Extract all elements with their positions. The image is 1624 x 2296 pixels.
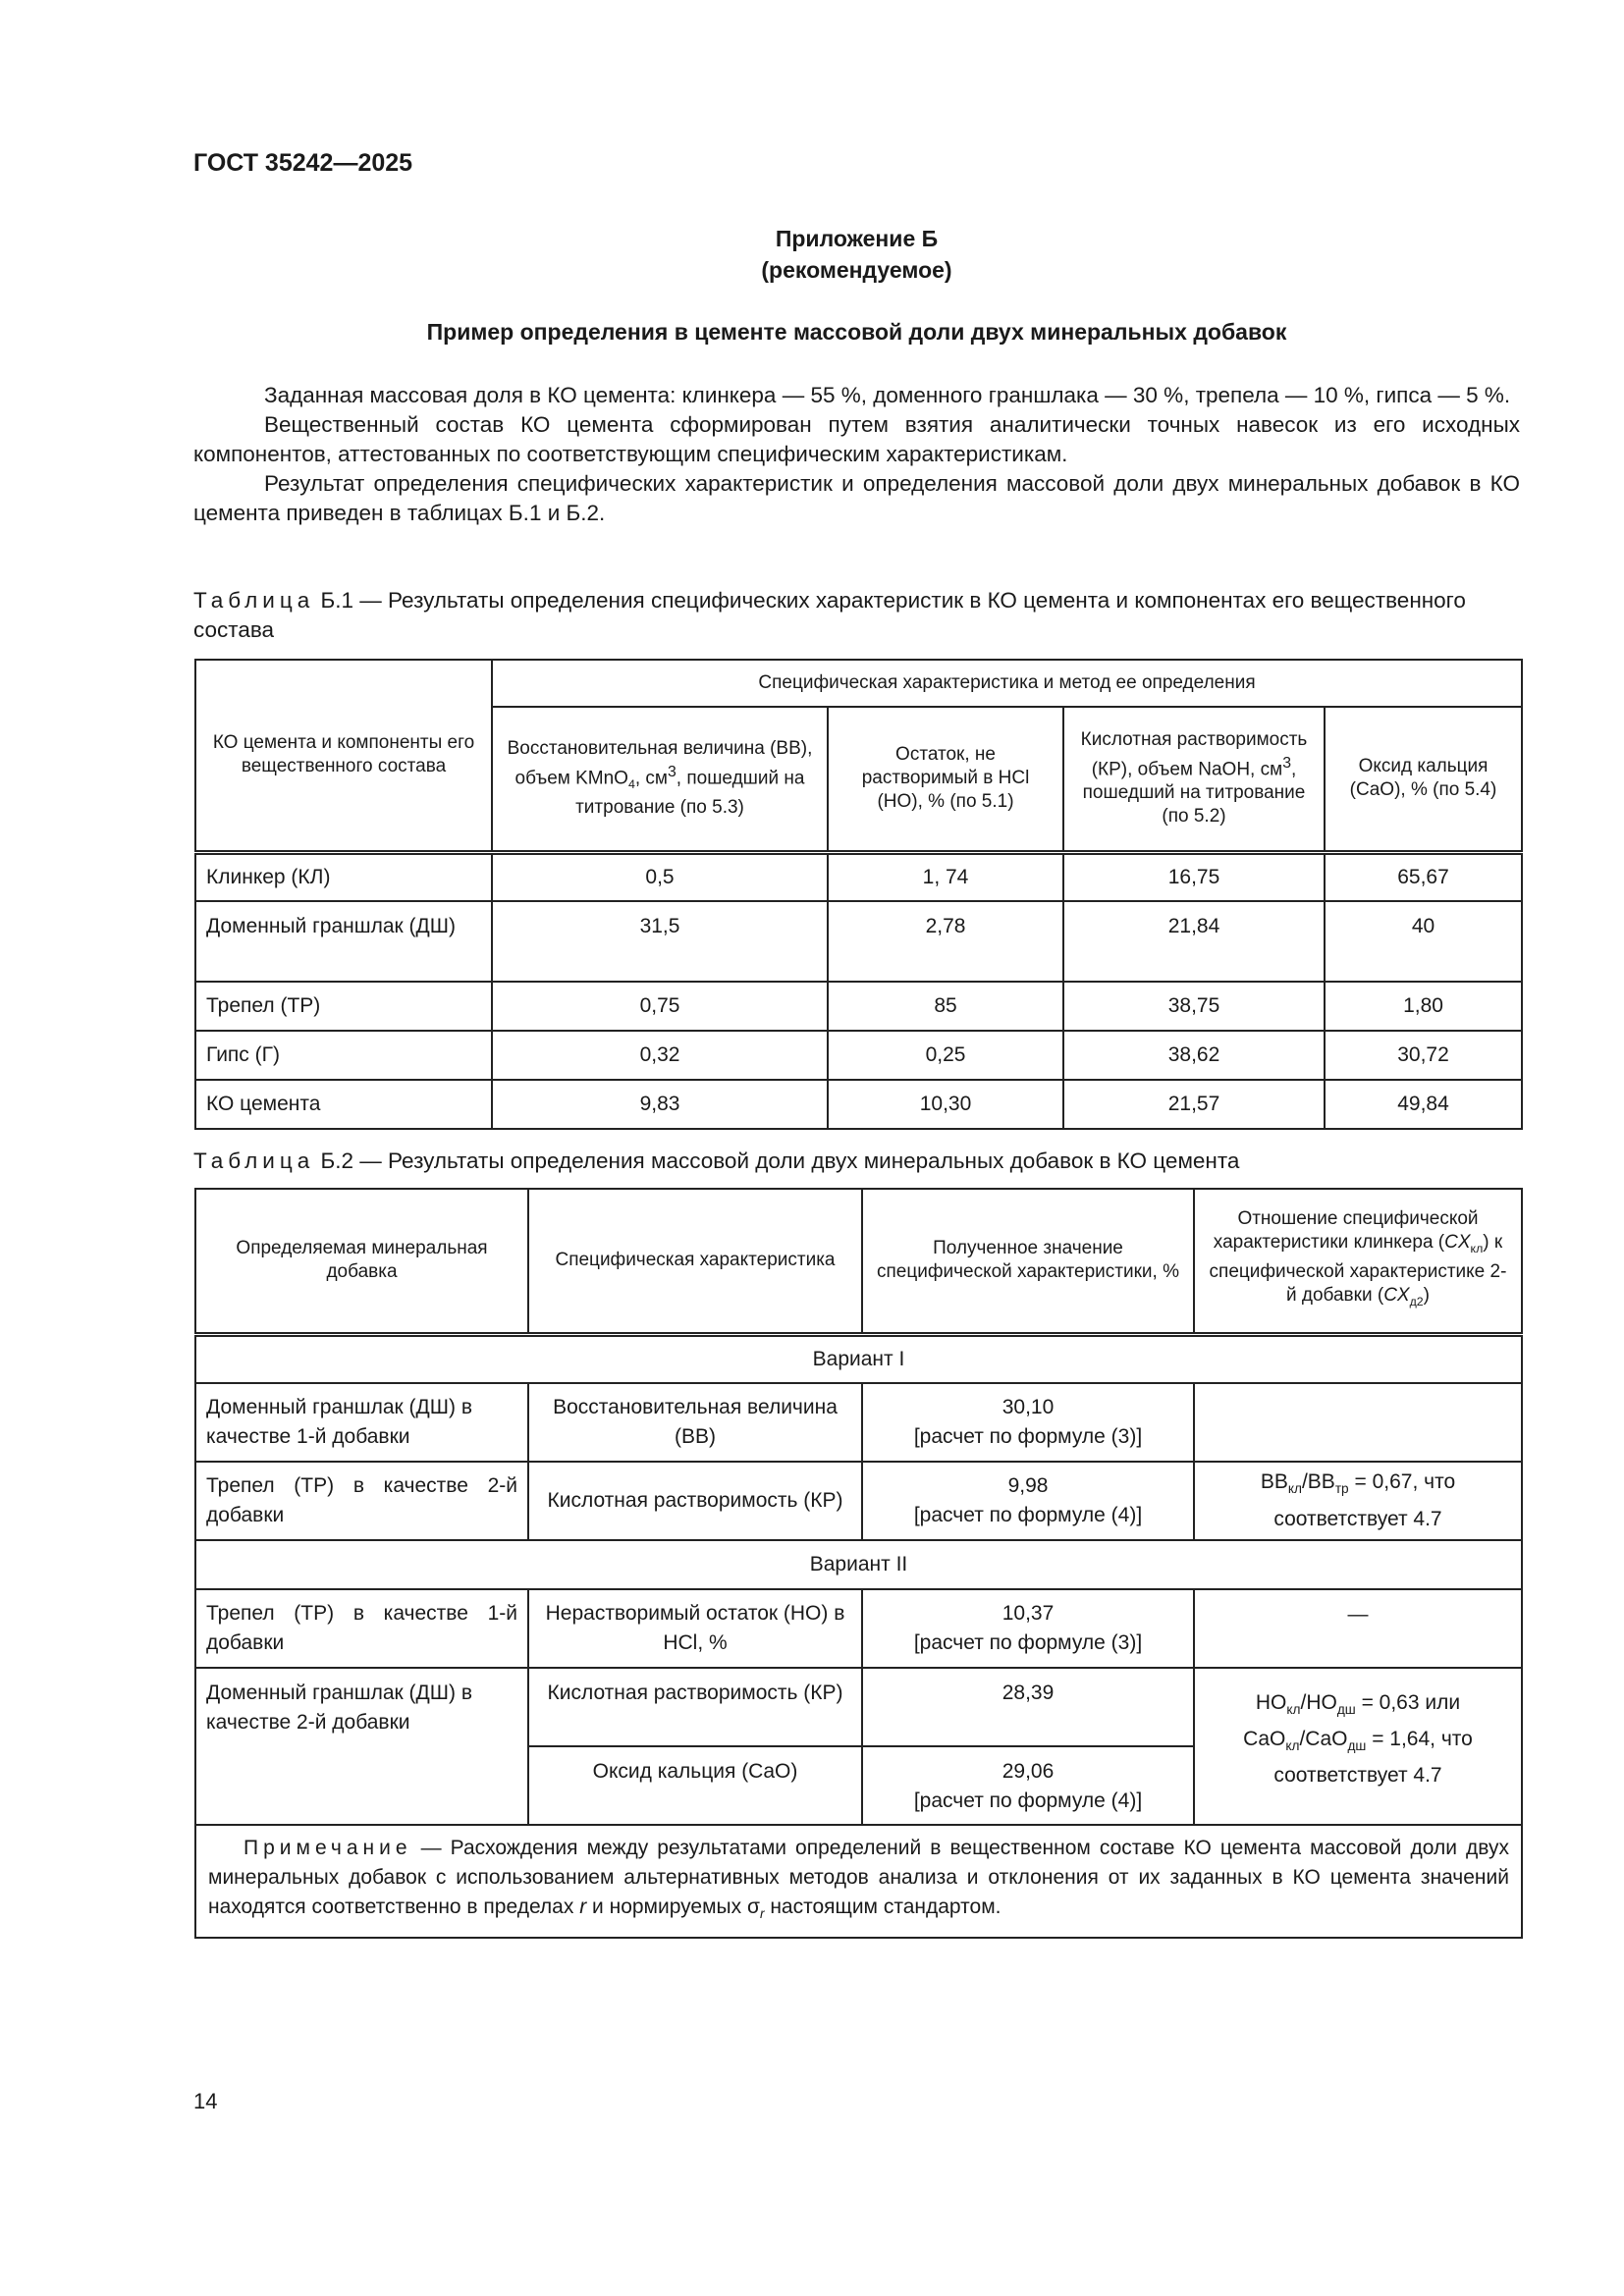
variant-2-heading: Вариант II <box>194 1539 1523 1590</box>
col-header-additive: Определяемая минеральная добавка <box>194 1188 529 1335</box>
table-row: Трепел (ТР) в качестве 1-й добавки Нерас… <box>194 1588 1523 1669</box>
paragraph: Заданная массовая доля в КО цемента: кли… <box>264 383 1511 407</box>
col-header-value: Полученное значение специфической характ… <box>861 1188 1195 1335</box>
table-row: Доменный граншлак (ДШ) 31,5 2,78 21,84 40 <box>194 900 1523 983</box>
appendix-title: Приложение Б <box>775 226 939 251</box>
table-row: Доменный граншлак (ДШ) в качестве 1-й до… <box>194 1382 1523 1463</box>
table-note: Примечание — Расхождения между результат… <box>194 1823 1523 1940</box>
table-row: Клинкер (КЛ) 0,5 1, 74 16,75 65,67 <box>194 849 1523 902</box>
paragraph: Результат определения специфических хара… <box>193 471 1520 525</box>
table2-caption: Таблица Б.2 — Результаты определения мас… <box>193 1148 1240 1173</box>
col-header-ratio: Отношение специфической характеристики к… <box>1193 1188 1523 1335</box>
table-b2: Определяемая минеральная добавка Специфи… <box>194 1188 1523 1940</box>
table-row: КО цемента 9,83 10,30 21,57 49,84 <box>194 1079 1523 1130</box>
table1-caption: Таблица Б.1 — Результаты определения спе… <box>193 588 1466 642</box>
col-header-kr: Кислотная растворимость (КР), объем NaOH… <box>1062 706 1326 853</box>
table-row: Трепел (ТР) в качестве 2-й добавки Кисло… <box>194 1461 1523 1541</box>
intro-paragraphs: Заданная массовая доля в КО цемента: кли… <box>193 381 1520 528</box>
document-id: ГОСТ 35242—2025 <box>193 149 413 177</box>
table-row: Трепел (ТР) 0,75 85 38,75 1,80 <box>194 981 1523 1032</box>
table-row: Гипс (Г) 0,32 0,25 38,62 30,72 <box>194 1030 1523 1081</box>
paragraph: Вещественный состав КО цемента сформиров… <box>193 412 1520 466</box>
col-header-characteristic: Специфическая характеристика <box>527 1188 863 1335</box>
variant-1-heading: Вариант I <box>194 1331 1523 1384</box>
col-header-component: КО цемента и компоненты его вещественног… <box>194 659 493 853</box>
table-b1: КО цемента и компоненты его вещественног… <box>194 659 1523 1130</box>
col-header-cao: Оксид кальция (CaO), % (по 5.4) <box>1324 706 1523 853</box>
page-number: 14 <box>193 2089 218 2113</box>
col-header-ho: Остаток, не растворимый в HCl (НО), % (п… <box>827 706 1064 853</box>
table-row: Доменный граншлак (ДШ) в качестве 2-й до… <box>194 1667 1523 1826</box>
col-header-bb: Восстановительная величина (ВВ), объем K… <box>491 706 829 853</box>
section-title: Пример определения в цементе массовой до… <box>426 319 1287 345</box>
appendix-status: (рекомендуемое) <box>761 257 952 283</box>
table-row: Оксид кальция (CaO) 29,06 [расчет по форм… <box>195 1745 1522 1826</box>
group-header: Специфическая характеристика и метод ее … <box>491 659 1523 708</box>
